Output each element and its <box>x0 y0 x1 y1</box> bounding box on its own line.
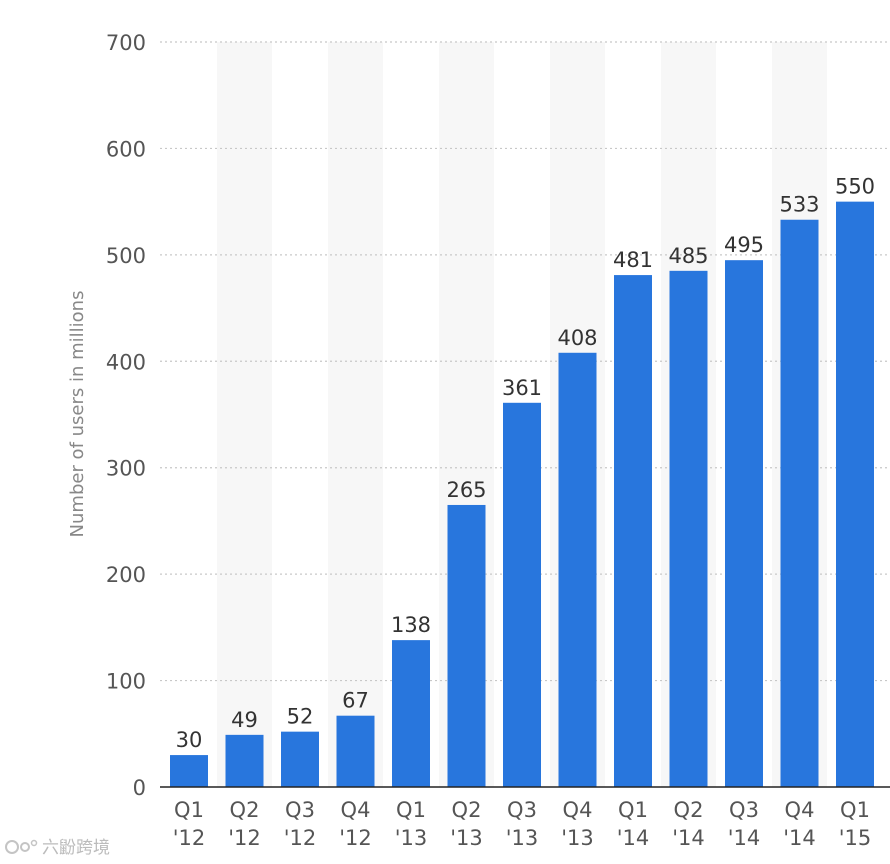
bar <box>503 402 541 787</box>
y-tick-label: 400 <box>106 350 146 374</box>
watermark-text: 六鼢跨境 <box>42 838 110 858</box>
bar <box>558 352 597 787</box>
y-tick-label: 500 <box>106 244 146 268</box>
y-tick-label: 0 <box>133 776 146 800</box>
y-tick-label: 100 <box>106 670 146 694</box>
y-tick-label: 300 <box>106 457 146 481</box>
x-tick-label: Q1'13 <box>395 798 428 850</box>
bar <box>392 640 430 787</box>
column-stripe <box>217 42 272 787</box>
bar <box>780 219 819 787</box>
x-tick-label: Q4'12 <box>339 798 372 850</box>
x-tick-label: Q4'13 <box>561 798 594 850</box>
column-stripe <box>328 42 383 787</box>
watermark: 六鼢跨境 <box>4 833 110 858</box>
data-label: 408 <box>557 326 597 350</box>
x-tick-label: Q2'13 <box>450 798 483 850</box>
x-tick-label: Q1'12 <box>173 798 206 850</box>
data-label: 550 <box>835 175 875 199</box>
x-tick-label: Q4'14 <box>783 798 816 850</box>
watermark-logo-icon <box>5 839 38 854</box>
x-tick-label: Q3'12 <box>284 798 317 850</box>
bar <box>669 270 708 788</box>
bar <box>225 734 264 787</box>
bars <box>170 201 874 788</box>
x-tick-label: Q1'15 <box>839 798 872 850</box>
y-tick-label: 700 <box>106 31 146 55</box>
x-tick-label: Q1'14 <box>617 798 650 850</box>
y-tick-label: 600 <box>106 137 146 161</box>
bar <box>725 260 763 787</box>
x-axis-ticks: Q1'12 Q2'12 Q3'12 Q4'12 Q1'13 Q2'13 Q3'13 Q4'13… <box>173 798 872 850</box>
x-tick-label: Q3'14 <box>728 798 761 850</box>
data-label: 265 <box>446 478 486 502</box>
y-axis-ticks: 0 100 200 300 400 500 600 700 <box>106 31 146 800</box>
bar <box>836 201 874 788</box>
x-tick-label: Q2'12 <box>228 798 261 850</box>
x-tick-label: Q2'14 <box>672 798 705 850</box>
y-tick-label: 200 <box>106 563 146 587</box>
value-labels: 30 49 52 67 138 265 361 408 481 485 495 533 550 <box>176 175 875 752</box>
data-label: 138 <box>391 613 431 637</box>
data-label: 30 <box>176 728 203 752</box>
data-label: 485 <box>668 244 708 268</box>
data-label: 495 <box>724 233 764 257</box>
data-label: 67 <box>342 689 369 713</box>
data-label: 533 <box>779 193 819 217</box>
data-label: 361 <box>502 376 542 400</box>
bar <box>447 504 486 787</box>
x-tick-label: Q3'13 <box>506 798 539 850</box>
bar <box>170 755 208 787</box>
bar <box>614 275 652 787</box>
data-label: 52 <box>287 705 314 729</box>
data-label: 49 <box>231 708 258 732</box>
bar <box>281 731 319 787</box>
bar <box>336 715 375 787</box>
y-axis-title: Number of users in millions <box>67 291 88 538</box>
gridlines <box>160 41 890 682</box>
data-label: 481 <box>613 248 653 272</box>
